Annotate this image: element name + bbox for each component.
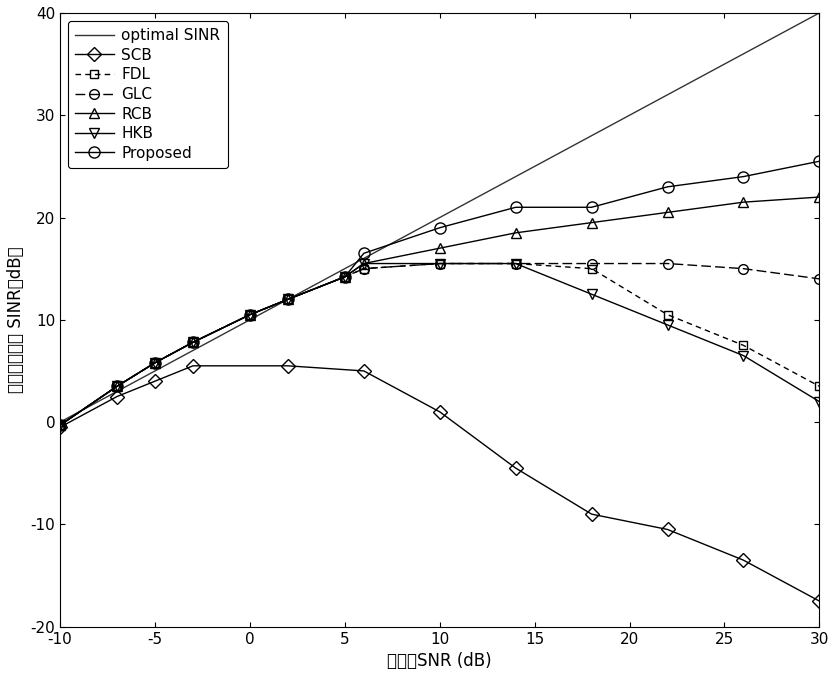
FDL [55,421,65,429]
SCB [150,377,160,385]
HKB [245,311,255,319]
HKB [587,290,597,299]
Proposed [55,421,65,429]
HKB [339,273,349,281]
Proposed [511,203,521,211]
SCB [55,423,65,431]
Proposed [150,359,160,367]
GLC [283,295,293,303]
HKB [511,259,521,267]
SCB [814,597,824,605]
SCB [359,367,369,375]
RCB [188,338,198,347]
FDL [814,383,824,391]
RCB [112,383,122,391]
FDL [435,259,445,267]
RCB [283,295,293,303]
RCB [150,359,160,367]
FDL [511,259,521,267]
Proposed [587,203,597,211]
RCB [738,198,748,206]
FDL [662,311,672,319]
Line: SCB: SCB [55,361,824,606]
GLC [150,359,160,367]
Proposed [359,249,369,257]
HKB [359,259,369,267]
Line: RCB: RCB [55,192,824,430]
Proposed [738,173,748,181]
Y-axis label: 输出信干噪比 SINR（dB）: 输出信干噪比 SINR（dB） [7,246,25,393]
GLC [339,273,349,281]
SCB [511,464,521,472]
RCB [55,421,65,429]
GLC [814,275,824,283]
FDL [245,311,255,319]
Proposed [188,338,198,347]
FDL [112,383,122,391]
RCB [339,273,349,281]
Proposed [662,183,672,191]
GLC [587,259,597,267]
FDL [587,265,597,273]
SCB [738,556,748,564]
Legend: optimal SINR, SCB, FDL, GLC, RCB, HKB, Proposed: optimal SINR, SCB, FDL, GLC, RCB, HKB, P… [68,20,228,169]
Line: HKB: HKB [55,259,824,430]
Line: FDL: FDL [56,259,823,429]
GLC [245,311,255,319]
Proposed [245,311,255,319]
SCB [662,525,672,533]
Proposed [283,295,293,303]
RCB [435,244,445,253]
FDL [359,265,369,273]
HKB [188,338,198,347]
HKB [435,259,445,267]
Proposed [814,157,824,165]
GLC [359,265,369,273]
GLC [662,259,672,267]
RCB [662,209,672,217]
FDL [283,295,293,303]
SCB [587,510,597,518]
RCB [587,219,597,227]
HKB [150,359,160,367]
RCB [814,193,824,201]
FDL [188,338,198,347]
FDL [339,273,349,281]
GLC [511,259,521,267]
SCB [188,362,198,370]
HKB [738,351,748,359]
RCB [359,259,369,267]
HKB [112,383,122,391]
Proposed [112,383,122,391]
SCB [283,362,293,370]
Line: GLC: GLC [55,259,824,430]
SCB [112,393,122,401]
RCB [245,311,255,319]
GLC [55,421,65,429]
X-axis label: 信噪比SNR (dB): 信噪比SNR (dB) [387,652,492,670]
GLC [188,338,198,347]
SCB [435,408,445,416]
HKB [814,397,824,406]
RCB [511,229,521,237]
Proposed [435,223,445,232]
Proposed [339,273,349,281]
FDL [150,359,160,367]
GLC [112,383,122,391]
HKB [283,295,293,303]
GLC [435,259,445,267]
FDL [738,341,748,349]
HKB [662,321,672,329]
GLC [738,265,748,273]
HKB [55,421,65,429]
Line: Proposed: Proposed [54,156,825,431]
